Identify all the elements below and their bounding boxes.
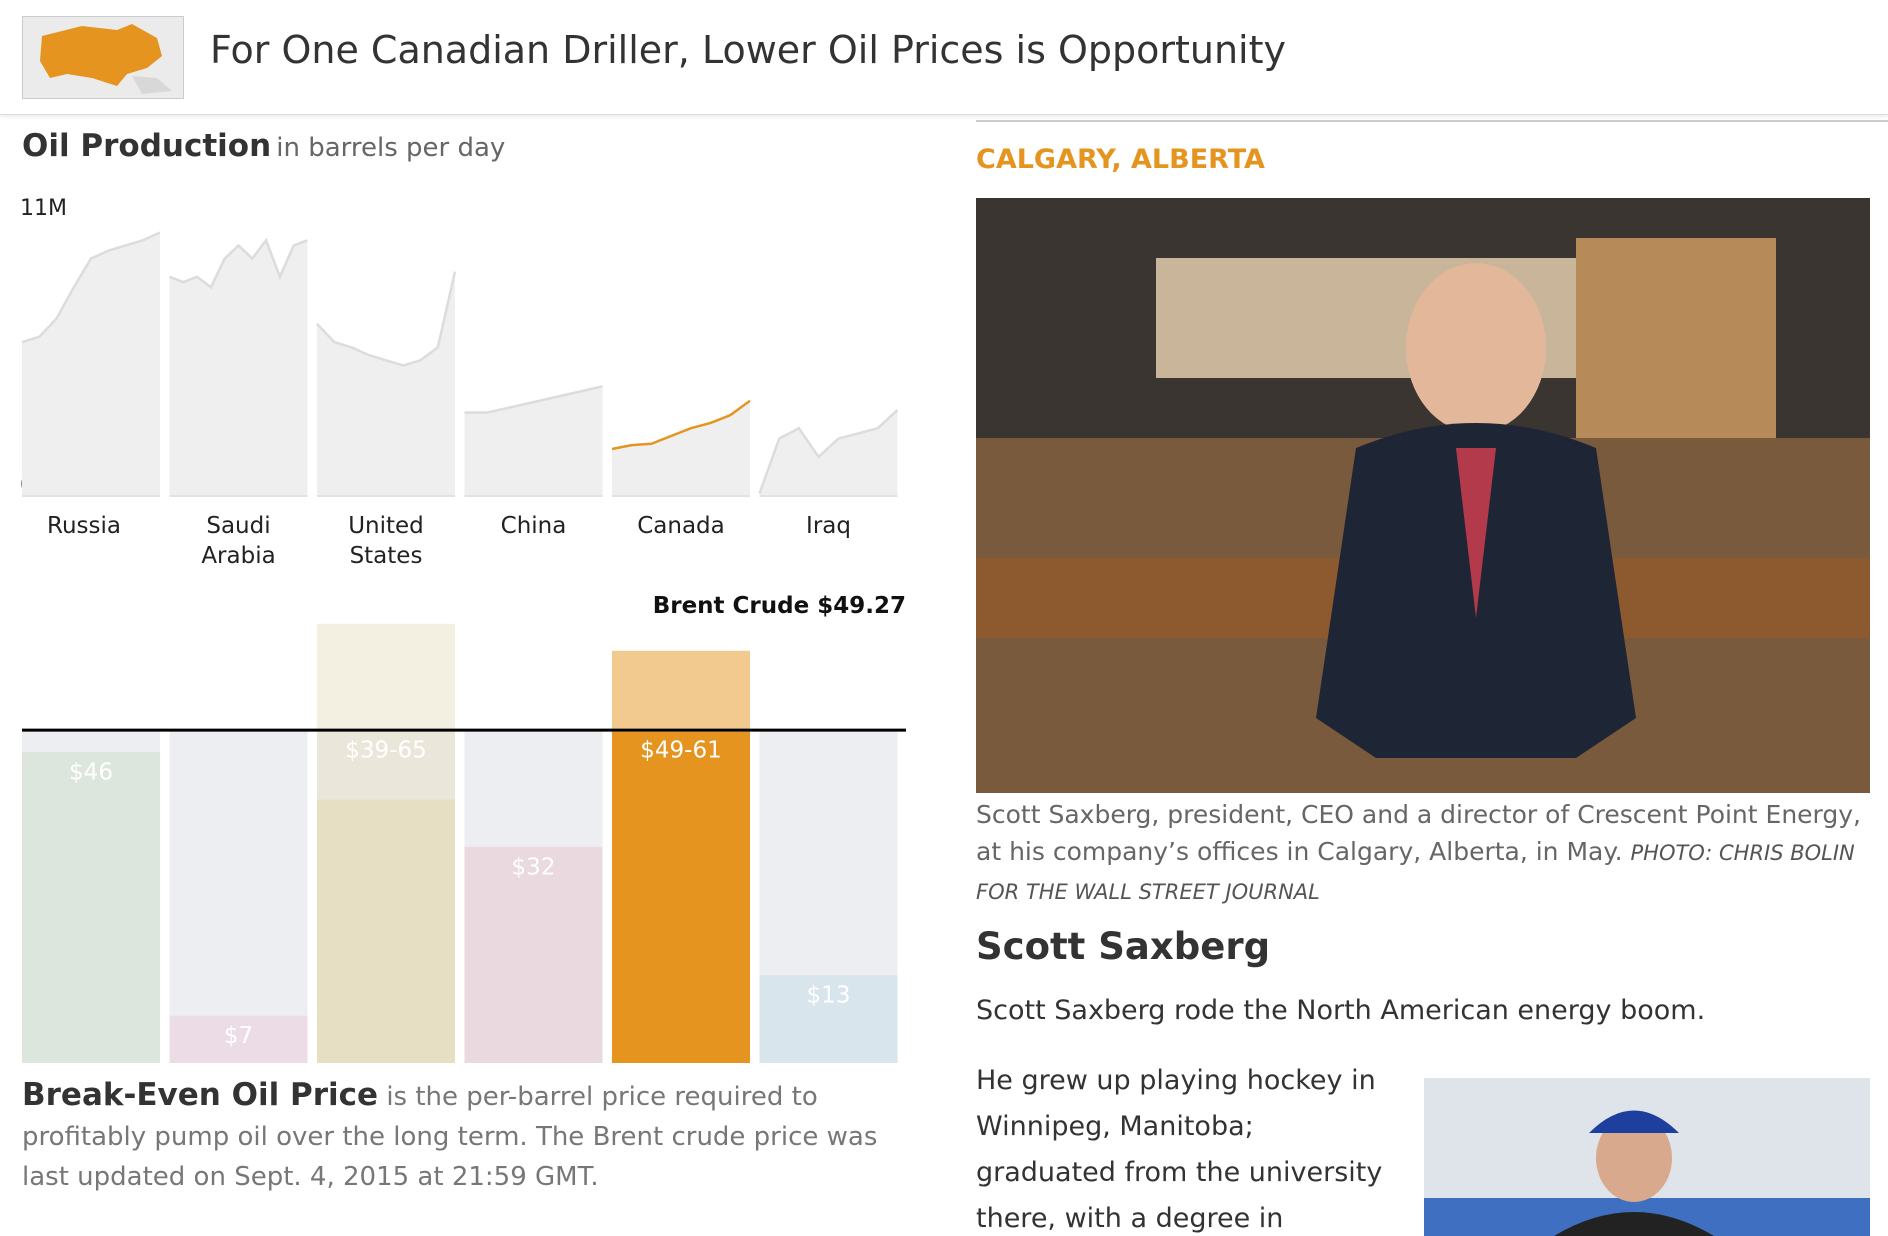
note-title: Break-Even Oil Price (22, 1077, 379, 1113)
area (169, 240, 308, 496)
category-label: Russia (47, 513, 121, 539)
bar (22, 752, 160, 1063)
reference-value: $49.27 (817, 593, 906, 619)
chart-subtitle: in barrels per day (276, 133, 506, 163)
bar (317, 799, 455, 1063)
area (22, 232, 160, 496)
line (21, 231, 161, 344)
category-label: Iraq (806, 513, 851, 539)
rule (976, 120, 1888, 122)
article-heading: Scott Saxberg (976, 925, 1271, 968)
value-label: $46 (69, 760, 113, 786)
y-tick-label: 11M (20, 196, 67, 221)
map-icon (22, 16, 184, 99)
reference-label: Brent Crude $49.27 (653, 593, 906, 619)
inset-photo (1424, 1078, 1870, 1236)
bar (169, 1015, 308, 1063)
value-label: $49-61 (640, 738, 721, 764)
header-bar: For One Canadian Driller, Lower Oil Pric… (0, 0, 1888, 115)
line (316, 271, 457, 367)
category-label: Saudi Arabia (201, 513, 276, 569)
chart-title: Oil Production (22, 128, 272, 164)
line (611, 399, 751, 451)
category-label: China (500, 513, 567, 539)
caption: Scott Saxberg, president, CEO and a dire… (976, 796, 1876, 911)
value-label: $13 (807, 983, 851, 1009)
category-label: Canada (637, 513, 725, 539)
caption-text: Scott Saxberg, president, CEO and a dire… (976, 800, 1861, 866)
value-label: $32 (512, 854, 556, 880)
area (759, 409, 898, 496)
paragraph: He grew up playing hockey in Winnipeg, M… (976, 1065, 1383, 1234)
category-label: United States (348, 513, 424, 569)
page-title: For One Canadian Driller, Lower Oil Pric… (210, 28, 1287, 72)
chart-heading: Oil Production in barrels per day (22, 128, 505, 164)
line (758, 408, 899, 494)
area (464, 386, 603, 496)
bar (612, 731, 750, 1063)
area (612, 400, 750, 496)
range-bar (612, 650, 750, 732)
value-label: $39-65 (345, 738, 426, 764)
reference-name: Brent Crude (653, 593, 810, 619)
note-text: is the per-barrel price required to prof… (22, 1082, 878, 1192)
dateline: CALGARY, ALBERTA (976, 144, 1265, 175)
area (317, 271, 455, 496)
line (464, 385, 603, 414)
bar (759, 975, 898, 1063)
range-bar (317, 623, 455, 800)
photo (976, 198, 1870, 793)
bar-background (169, 730, 308, 1063)
chart-note: Break-Even Oil Price is the per-barrel p… (22, 1075, 927, 1197)
value-label: $7 (224, 1023, 253, 1049)
bar (464, 846, 603, 1063)
paragraph: Scott Saxberg rode the North American en… (976, 995, 1706, 1026)
line (169, 237, 308, 290)
photo-credit: PHOTO: CHRIS BOLIN FOR THE WALL STREET J… (976, 841, 1855, 904)
